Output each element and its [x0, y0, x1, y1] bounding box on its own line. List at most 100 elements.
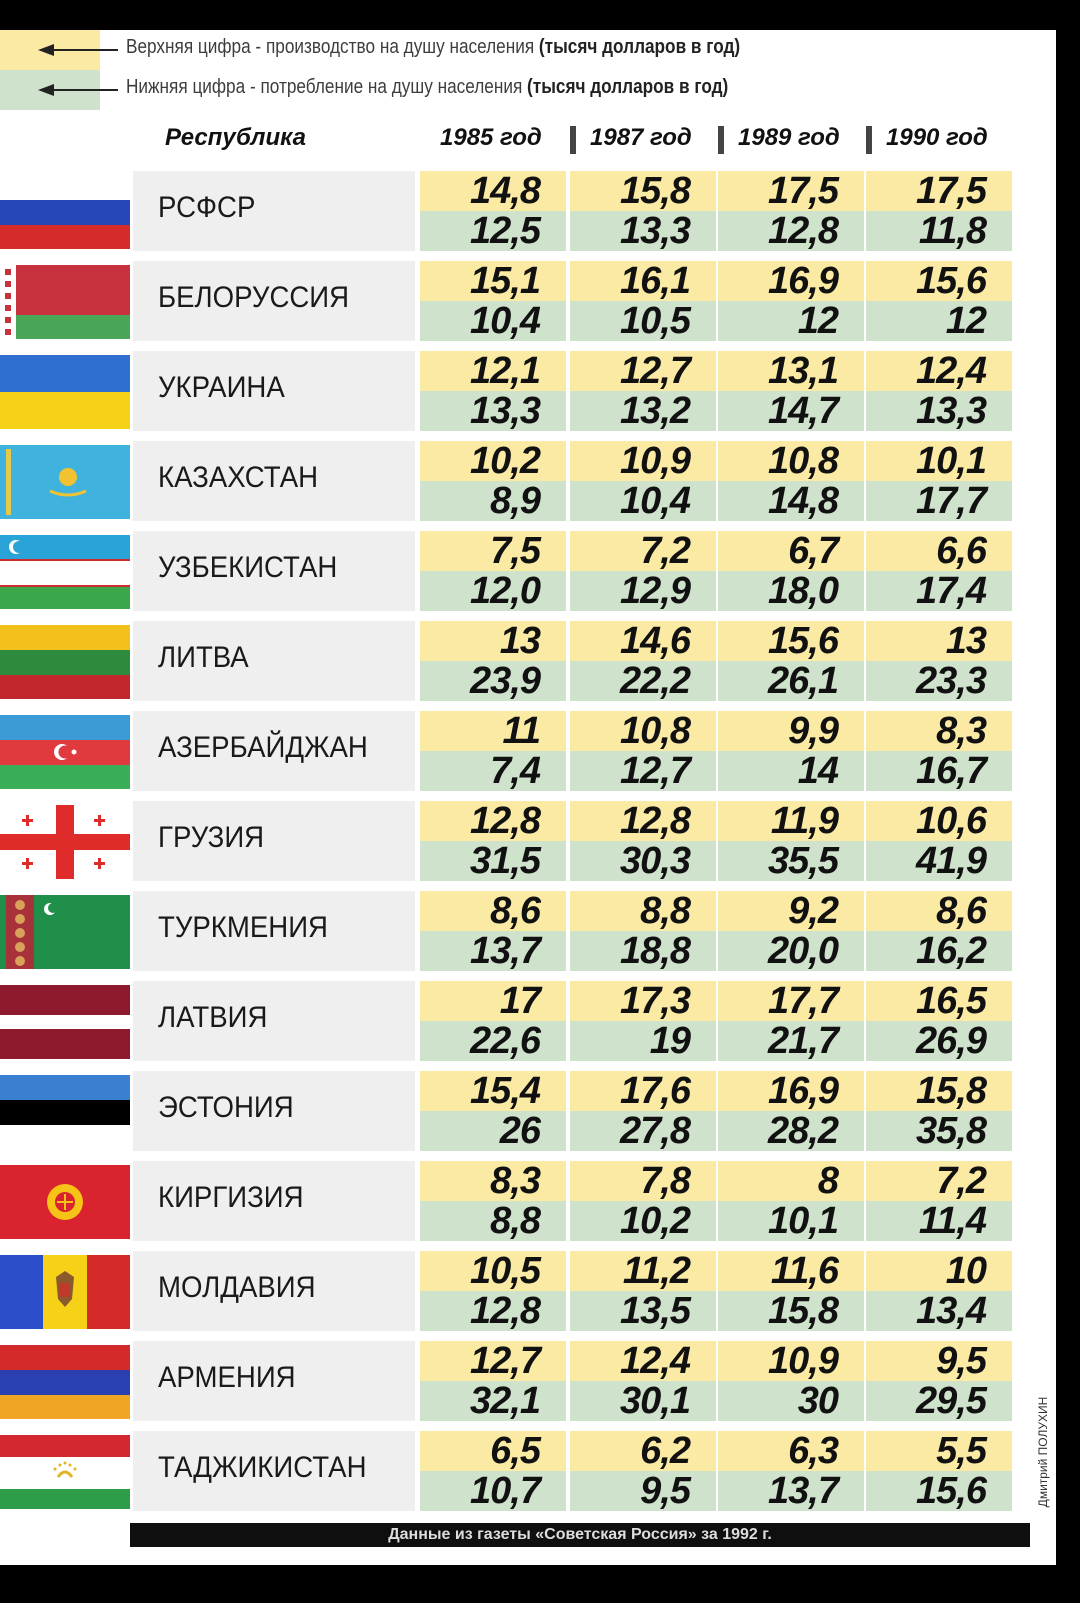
consumption-value: 41,9: [916, 840, 987, 882]
consumption-cell: 12,9: [570, 571, 716, 611]
production-value: 9,9: [788, 710, 839, 752]
production-cell: 9,9: [718, 711, 864, 751]
consumption-cell: 13,7: [420, 931, 566, 971]
legend-production-text: Верхняя цифра - производство на душу нас…: [126, 36, 741, 58]
consumption-value: 15,6: [916, 1470, 987, 1512]
production-value: 8,6: [490, 890, 541, 932]
consumption-cell: 19: [570, 1021, 716, 1061]
consumption-cell: 13,3: [866, 391, 1012, 431]
row-name-background: [133, 1161, 415, 1241]
consumption-cell: 12,8: [718, 211, 864, 251]
production-value: 10: [945, 1250, 987, 1292]
production-cell: 10,8: [570, 711, 716, 751]
source-footer: Данные из газеты «Советская Россия» за 1…: [130, 1523, 1030, 1547]
production-value: 11,9: [770, 800, 839, 842]
production-cell: 17,5: [866, 171, 1012, 211]
production-cell: 6,2: [570, 1431, 716, 1471]
consumption-cell: 10,4: [420, 301, 566, 341]
consumption-cell: 23,3: [866, 661, 1012, 701]
republic-name: ГРУЗИЯ: [158, 821, 265, 854]
consumption-cell: 12,0: [420, 571, 566, 611]
consumption-value: 14,7: [768, 390, 839, 432]
row-name-background: [133, 801, 415, 881]
production-value: 13: [945, 620, 987, 662]
row-name-background: [133, 531, 415, 611]
production-cell: 11: [420, 711, 566, 751]
production-cell: 10,5: [420, 1251, 566, 1291]
consumption-cell: 16,7: [866, 751, 1012, 791]
consumption-value: 10,5: [620, 300, 691, 342]
consumption-cell: 11,4: [866, 1201, 1012, 1241]
consumption-value: 15,8: [768, 1290, 839, 1332]
consumption-cell: 11,8: [866, 211, 1012, 251]
consumption-value: 16,7: [916, 750, 987, 792]
consumption-value: 10,7: [470, 1470, 541, 1512]
consumption-value: 32,1: [470, 1380, 541, 1422]
production-cell: 5,5: [866, 1431, 1012, 1471]
russia-flag: [0, 175, 130, 249]
production-value: 15,8: [620, 170, 691, 212]
consumption-value: 10,2: [620, 1200, 691, 1242]
author-credit: Дмитрий ПОЛУХИН: [1036, 1396, 1050, 1508]
consumption-value: 35,5: [768, 840, 839, 882]
republic-name: РСФСР: [158, 191, 256, 224]
header-year-1990: 1990 год: [886, 124, 988, 151]
production-value: 12,7: [470, 1340, 541, 1382]
production-value: 12,8: [620, 800, 691, 842]
lithuania-flag: [0, 625, 130, 699]
production-value: 13: [499, 620, 541, 662]
consumption-cell: 18,0: [718, 571, 864, 611]
production-cell: 12,8: [570, 801, 716, 841]
production-value: 14,6: [620, 620, 691, 662]
production-cell: 13: [866, 621, 1012, 661]
table-row: АРМЕНИЯ 12,7 12,4 10,9 9,5 32,1 30,1 30 29,5: [0, 1341, 1030, 1421]
consumption-value: 21,7: [768, 1020, 839, 1062]
production-cell: 15,1: [420, 261, 566, 301]
production-cell: 8,3: [866, 711, 1012, 751]
production-cell: 10,6: [866, 801, 1012, 841]
production-cell: 15,8: [866, 1071, 1012, 1111]
production-value: 8,3: [490, 1160, 541, 1202]
production-cell: 10,1: [866, 441, 1012, 481]
kazakhstan-flag: [0, 445, 130, 519]
consumption-cell: 30,1: [570, 1381, 716, 1421]
production-cell: 7,5: [420, 531, 566, 571]
consumption-cell: 30,3: [570, 841, 716, 881]
production-cell: 13: [420, 621, 566, 661]
production-cell: 16,1: [570, 261, 716, 301]
consumption-cell: 32,1: [420, 1381, 566, 1421]
table-row: ЛИТВА 13 14,6 15,6 13 23,9 22,2 26,1 23,3: [0, 621, 1030, 701]
consumption-value: 28,2: [768, 1110, 839, 1152]
consumption-value: 26: [499, 1110, 541, 1152]
consumption-value: 14: [797, 750, 839, 792]
production-value: 6,5: [490, 1430, 541, 1472]
header-year-1989: 1989 год: [738, 124, 840, 151]
production-value: 7,8: [640, 1160, 691, 1202]
production-value: 17: [499, 980, 541, 1022]
consumption-value: 13,4: [916, 1290, 987, 1332]
consumption-cell: 26,1: [718, 661, 864, 701]
consumption-value: 27,8: [620, 1110, 691, 1152]
consumption-cell: 20,0: [718, 931, 864, 971]
production-value: 7,2: [936, 1160, 987, 1202]
production-cell: 7,2: [866, 1161, 1012, 1201]
consumption-cell: 13,2: [570, 391, 716, 431]
republic-name: ТАДЖИКИСТАН: [158, 1451, 367, 1484]
production-cell: 12,4: [866, 351, 1012, 391]
consumption-value: 18,0: [768, 570, 839, 612]
production-value: 8: [817, 1160, 839, 1202]
production-value: 12,4: [916, 350, 987, 392]
consumption-value: 20,0: [768, 930, 839, 972]
production-value: 6,6: [936, 530, 987, 572]
production-value: 16,9: [768, 1070, 839, 1112]
table-row: БЕЛОРУССИЯ 15,1 16,1 16,9 15,6 10,4 10,5 12 12: [0, 261, 1030, 341]
production-value: 17,7: [768, 980, 839, 1022]
consumption-cell: 26: [420, 1111, 566, 1151]
consumption-cell: 22,6: [420, 1021, 566, 1061]
consumption-cell: 12,7: [570, 751, 716, 791]
republic-name: ЭСТОНИЯ: [158, 1091, 294, 1124]
azerbaijan-flag: [0, 715, 130, 789]
production-value: 15,1: [470, 260, 541, 302]
consumption-value: 7,4: [490, 750, 541, 792]
production-cell: 8,8: [570, 891, 716, 931]
